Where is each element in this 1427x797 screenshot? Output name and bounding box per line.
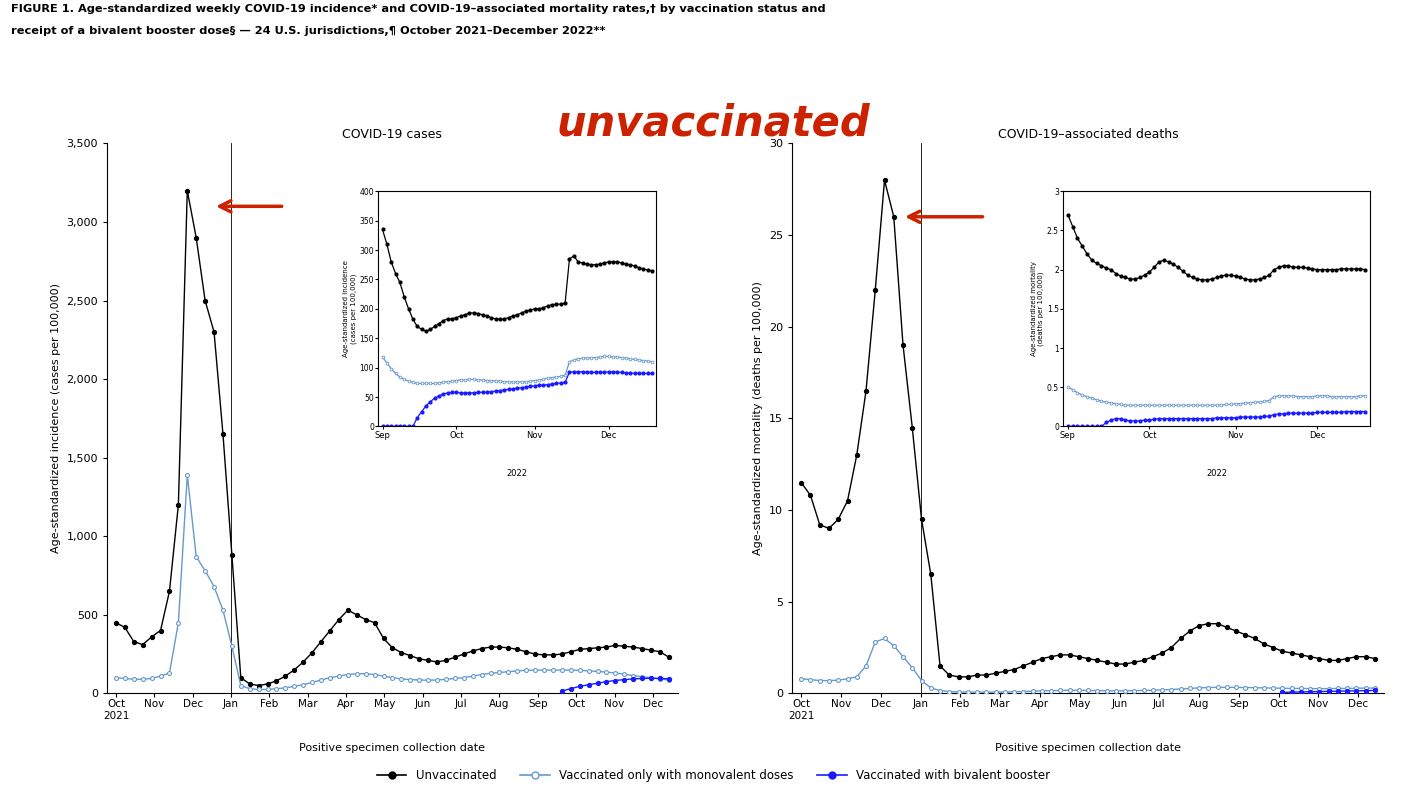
Text: receipt of a bivalent booster dose§ — 24 U.S. jurisdictions,¶ October 2021–Decem: receipt of a bivalent booster dose§ — 24… [11, 26, 606, 37]
Title: COVID-19 cases: COVID-19 cases [342, 128, 442, 141]
X-axis label: Positive specimen collection date: Positive specimen collection date [995, 743, 1182, 753]
Y-axis label: Age-standardized incidence (cases per 100,000): Age-standardized incidence (cases per 10… [51, 284, 61, 553]
Text: unvaccinated: unvaccinated [557, 103, 870, 144]
Legend: Unvaccinated, Vaccinated only with monovalent doses, Vaccinated with bivalent bo: Unvaccinated, Vaccinated only with monov… [372, 764, 1055, 787]
Text: 2022: 2022 [1206, 469, 1227, 477]
X-axis label: Positive specimen collection date: Positive specimen collection date [300, 743, 485, 753]
Text: FIGURE 1. Age-standardized weekly COVID-19 incidence* and COVID-19–associated mo: FIGURE 1. Age-standardized weekly COVID-… [11, 4, 826, 14]
Title: COVID-19–associated deaths: COVID-19–associated deaths [997, 128, 1179, 141]
Y-axis label: Age-standardized incidence
(cases per 100,000): Age-standardized incidence (cases per 10… [342, 261, 357, 357]
Text: 2022: 2022 [507, 469, 528, 477]
Y-axis label: Age-standardized mortality
(deaths per 100,000): Age-standardized mortality (deaths per 1… [1030, 261, 1045, 356]
Y-axis label: Age-standardized mortality (deaths per 100,000): Age-standardized mortality (deaths per 1… [753, 281, 763, 556]
